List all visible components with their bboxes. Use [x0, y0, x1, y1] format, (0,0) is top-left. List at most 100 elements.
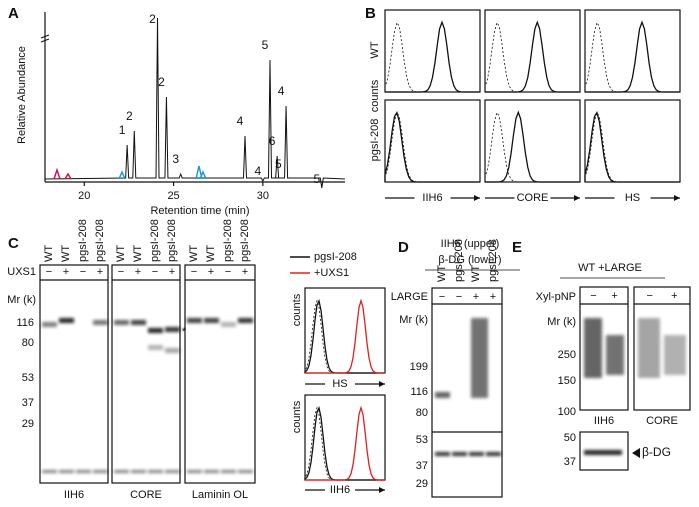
- panel-label: D: [398, 239, 409, 256]
- mr-label: Mr (k): [399, 314, 428, 326]
- blot-label: β-DG: [642, 445, 671, 459]
- peak-label: 2: [126, 109, 133, 123]
- histogram: [384, 21, 480, 93]
- blot-label: CORE: [646, 415, 678, 427]
- sign: +: [169, 266, 175, 278]
- histogram: [305, 298, 385, 374]
- chromatogram-trace: [44, 17, 346, 189]
- y-axis-label: Relative Abundance: [16, 46, 28, 144]
- band: [114, 470, 129, 473]
- column-label: IIH6: [422, 192, 442, 204]
- blot-box: [431, 287, 503, 498]
- blot-box: [484, 9, 581, 93]
- blot-box: [111, 264, 181, 484]
- marker: 80: [416, 407, 428, 419]
- band: [42, 470, 57, 473]
- marker: 29: [416, 478, 428, 490]
- band: [452, 452, 467, 456]
- histogram: [385, 20, 480, 93]
- blot-label: CORE: [130, 489, 162, 501]
- blot-box: [184, 264, 256, 484]
- title: IIH6 (upper): [441, 238, 500, 250]
- marker: 116: [16, 317, 34, 329]
- colored-peak: [64, 172, 72, 180]
- legend-entry: pgsI-208: [314, 251, 357, 263]
- treatment-label: LARGE: [391, 291, 428, 303]
- band: [204, 318, 219, 323]
- x-tick-label: 20: [78, 190, 90, 202]
- histogram: [584, 21, 680, 93]
- marker: 37: [416, 460, 428, 472]
- marker: 37: [564, 456, 576, 468]
- column-label: CORE: [517, 192, 549, 204]
- arrow-head: [674, 195, 680, 201]
- band: [42, 322, 57, 327]
- histogram: [304, 406, 385, 481]
- sign: −: [118, 266, 124, 278]
- flow-label: IIH6: [330, 484, 350, 496]
- legend-entry: +UXS1: [314, 267, 349, 279]
- blot-label: Laminin OL: [192, 489, 248, 501]
- x-axis-label: Retention time (min): [150, 205, 249, 217]
- histogram: [304, 299, 385, 374]
- sign: +: [242, 266, 248, 278]
- sign: −: [646, 290, 652, 302]
- label-bg: [325, 483, 355, 497]
- smear: [584, 318, 602, 378]
- peak-label: 5: [262, 38, 269, 52]
- panel-label: B: [365, 5, 376, 22]
- panel-label: A: [8, 5, 19, 22]
- marker: 37: [22, 397, 34, 409]
- histogram: [485, 110, 580, 183]
- row-label: WT: [369, 41, 381, 58]
- marker: 100: [558, 406, 576, 418]
- histogram: [484, 21, 580, 93]
- lane-label: WT: [436, 265, 448, 282]
- peak-label: 4: [278, 84, 285, 98]
- lane-label: WT: [470, 265, 482, 282]
- peak-label: 2: [149, 12, 156, 26]
- label-bg: [614, 191, 651, 205]
- band: [187, 318, 202, 323]
- band: [59, 470, 74, 473]
- histogram: [584, 110, 680, 183]
- band: [165, 470, 180, 473]
- band: [165, 348, 180, 353]
- band: [486, 452, 501, 456]
- peak-label: 5: [313, 172, 320, 186]
- sign: −: [191, 266, 197, 278]
- lane-label: pgsI-208: [487, 239, 499, 282]
- lane-label: WT: [43, 245, 55, 262]
- sign: +: [97, 266, 103, 278]
- sign: +: [671, 290, 677, 302]
- band: [148, 345, 163, 350]
- marker: 53: [22, 372, 34, 384]
- mr-label: Mr (k): [7, 294, 36, 306]
- smear: [664, 335, 686, 375]
- panel-label: C: [8, 235, 19, 252]
- blot-label: IIH6: [64, 489, 84, 501]
- marker: 116: [410, 386, 428, 398]
- treatment-label: Xyl-pNP: [536, 291, 576, 303]
- row-label: pgsI-208: [369, 119, 381, 162]
- y-axis-label: counts: [291, 293, 303, 326]
- histogram: [585, 20, 680, 93]
- blot-box: [384, 99, 481, 183]
- blot-box: [484, 99, 581, 183]
- column-label: HS: [625, 192, 640, 204]
- band: [469, 452, 484, 456]
- band: [131, 320, 146, 325]
- band: [93, 470, 108, 473]
- sign: +: [208, 266, 214, 278]
- axis-break: [40, 34, 50, 43]
- band: [93, 320, 108, 325]
- lane-label: pgsI-208: [239, 219, 251, 262]
- sign: −: [225, 266, 231, 278]
- blot-box: [579, 431, 629, 471]
- band: [221, 470, 236, 473]
- lane-label: pgsI-208: [222, 219, 234, 262]
- sign: −: [456, 291, 462, 303]
- lane-label: WT: [188, 245, 200, 262]
- band: [76, 470, 91, 473]
